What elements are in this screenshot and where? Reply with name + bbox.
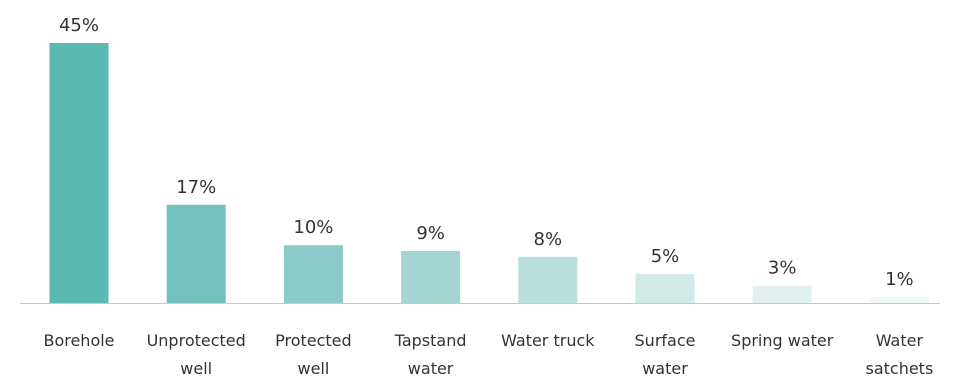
bar-value-label: 9%	[416, 223, 445, 244]
bar-value-label: 5%	[651, 246, 680, 267]
bar-value-label: 8%	[534, 229, 563, 250]
category-label-line: Tapstand	[394, 331, 467, 350]
bar-value-label: 45%	[59, 15, 99, 36]
category-label-line: Unprotected	[147, 331, 246, 350]
category-label: Tapstand water	[394, 331, 467, 378]
bar	[635, 274, 695, 303]
category-label: Borehole	[43, 331, 114, 350]
bar	[869, 297, 929, 303]
category-label-line: water	[408, 359, 454, 378]
category-label-line: Spring water	[731, 331, 834, 350]
bars-layer	[49, 43, 929, 303]
category-label-line: Water	[876, 331, 924, 350]
bar	[49, 43, 109, 303]
category-label: Water satchets	[865, 331, 933, 378]
category-label-line: satchets	[865, 359, 933, 378]
bar-value-label: 17%	[176, 177, 216, 198]
category-label-line: Protected	[275, 331, 352, 350]
category-label: Protected well	[275, 331, 352, 378]
category-label: Water truck	[501, 331, 595, 350]
category-label-line: Borehole	[43, 331, 114, 350]
value-labels-layer: 45% 17% 10% 9% 8% 5% 3% 1%	[59, 15, 914, 290]
category-label-line: water	[642, 359, 688, 378]
category-labels-layer: Borehole Unprotected well Protected well Taps…	[43, 331, 933, 378]
bar	[166, 204, 226, 303]
category-label-line: well	[180, 359, 212, 378]
category-label: Unprotected well	[147, 331, 246, 378]
bar-value-label: 3%	[768, 258, 797, 279]
category-label: Spring water	[731, 331, 834, 350]
bar	[283, 245, 343, 303]
category-label: Surface water	[635, 331, 696, 378]
category-label-line: Surface	[635, 331, 696, 350]
bar	[752, 285, 812, 303]
bar	[401, 251, 461, 303]
category-label-line: well	[297, 359, 329, 378]
bar	[518, 256, 578, 303]
bar-value-label: 10%	[293, 217, 333, 238]
bar-value-label: 1%	[885, 269, 914, 290]
category-label-line: Water truck	[501, 331, 595, 350]
